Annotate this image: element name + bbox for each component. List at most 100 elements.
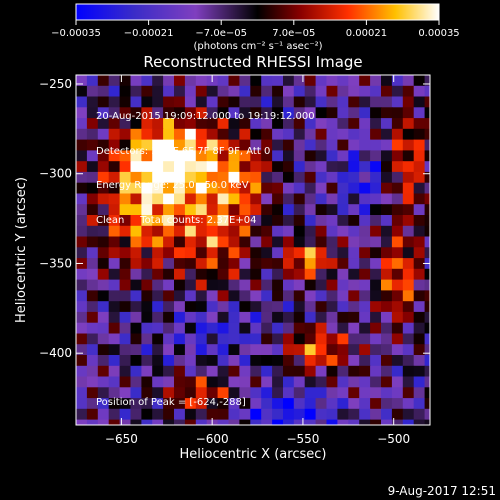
heatmap-cell — [239, 204, 251, 216]
heatmap-cell — [413, 236, 426, 248]
heatmap-cell — [97, 75, 110, 87]
heatmap-cell — [206, 279, 219, 291]
heatmap-cell — [413, 268, 426, 281]
heatmap-cell — [108, 182, 121, 195]
heatmap-cell — [86, 344, 99, 356]
heatmap-cell — [86, 301, 99, 313]
heatmap-cell — [402, 182, 415, 195]
heatmap-cell — [250, 290, 262, 302]
heatmap-cell — [326, 118, 338, 130]
heatmap-cell — [119, 279, 132, 291]
heatmap-cell — [337, 387, 349, 399]
heatmap-cell — [184, 182, 197, 195]
heatmap-cell — [195, 419, 208, 425]
heatmap-cell — [76, 107, 88, 119]
heatmap-cell — [228, 107, 240, 119]
heatmap-cell — [348, 333, 360, 345]
heatmap-cell — [348, 204, 360, 216]
heatmap-cell — [370, 398, 382, 410]
heatmap-cell — [272, 204, 284, 216]
heatmap-cell — [195, 75, 208, 87]
heatmap-cell — [272, 139, 284, 151]
heatmap-cell — [228, 96, 240, 108]
heatmap-cell — [402, 419, 415, 425]
heatmap-cell — [348, 96, 360, 108]
heatmap-cell — [283, 355, 295, 367]
heatmap-cell — [206, 118, 219, 130]
heatmap-cell — [326, 322, 338, 335]
heatmap-cell — [424, 355, 430, 367]
heatmap-cell — [195, 150, 208, 162]
heatmap-cell — [337, 161, 349, 173]
heatmap-cell — [174, 301, 186, 313]
heatmap-cell — [413, 204, 426, 216]
heatmap-cell — [272, 85, 284, 98]
heatmap-cell — [250, 150, 262, 162]
heatmap-cell — [250, 387, 262, 399]
heatmap-cell — [293, 128, 306, 141]
heatmap-cell — [337, 333, 349, 345]
heatmap-cell — [370, 161, 382, 173]
heatmap-cell — [272, 268, 284, 281]
heatmap-cell — [424, 236, 430, 248]
heatmap-cell — [326, 408, 338, 421]
heatmap-cell — [206, 128, 219, 141]
heatmap-cell — [217, 171, 230, 184]
heatmap-cell — [228, 290, 240, 302]
heatmap-cell — [141, 279, 153, 291]
heatmap-cell — [119, 150, 132, 162]
heatmap-cell — [184, 75, 197, 87]
heatmap-cell — [206, 107, 219, 119]
heatmap-cell — [424, 225, 430, 238]
heatmap-cell — [86, 268, 99, 281]
heatmap-cell — [304, 215, 317, 227]
heatmap-cell — [348, 161, 360, 173]
heatmap-cell — [272, 355, 284, 367]
heatmap-cell — [228, 355, 240, 367]
heatmap-cell — [304, 204, 317, 216]
heatmap-cell — [250, 398, 262, 410]
heatmap-cell — [272, 107, 284, 119]
heatmap-cell — [239, 96, 251, 108]
heatmap-cell — [195, 118, 208, 130]
heatmap-cell — [381, 419, 393, 425]
heatmap-cell — [206, 301, 219, 313]
heatmap-cell — [119, 85, 132, 98]
heatmap-cell — [86, 193, 99, 205]
heatmap-cell — [413, 355, 426, 367]
heatmap-cell — [108, 161, 121, 173]
heatmap-cell — [283, 365, 295, 378]
heatmap-cell — [402, 161, 415, 173]
heatmap-cell — [119, 161, 132, 173]
heatmap-cell — [402, 279, 415, 291]
heatmap-cell — [337, 355, 349, 367]
heatmap-cell — [348, 365, 360, 378]
heatmap-cell — [370, 355, 382, 367]
heatmap-cell — [97, 247, 110, 259]
heatmap-cell — [326, 268, 338, 281]
heatmap-cell — [86, 398, 99, 410]
heatmap-cell — [283, 85, 295, 98]
heatmap-cell — [391, 376, 404, 388]
heatmap-cell — [195, 107, 208, 119]
heatmap-cell — [283, 128, 295, 141]
heatmap-cell — [119, 236, 132, 248]
heatmap-cell — [141, 355, 153, 367]
heatmap-cell — [293, 322, 306, 335]
heatmap-cell — [239, 161, 251, 173]
heatmap-cell — [76, 290, 88, 302]
heatmap-cell — [184, 118, 197, 130]
heatmap-cell — [206, 355, 219, 367]
heatmap-cell — [141, 139, 153, 151]
heatmap-cell — [119, 128, 132, 141]
heatmap-cell — [119, 311, 132, 324]
heatmap-cell — [86, 408, 99, 421]
heatmap-cell — [370, 193, 382, 205]
heatmap-cell — [130, 408, 142, 421]
heatmap-cell — [359, 85, 371, 98]
heatmap-cell — [381, 225, 393, 238]
heatmap-cell — [424, 193, 430, 205]
heatmap-cell — [370, 150, 382, 162]
heatmap-cell — [76, 171, 88, 184]
heatmap-cell — [108, 344, 121, 356]
